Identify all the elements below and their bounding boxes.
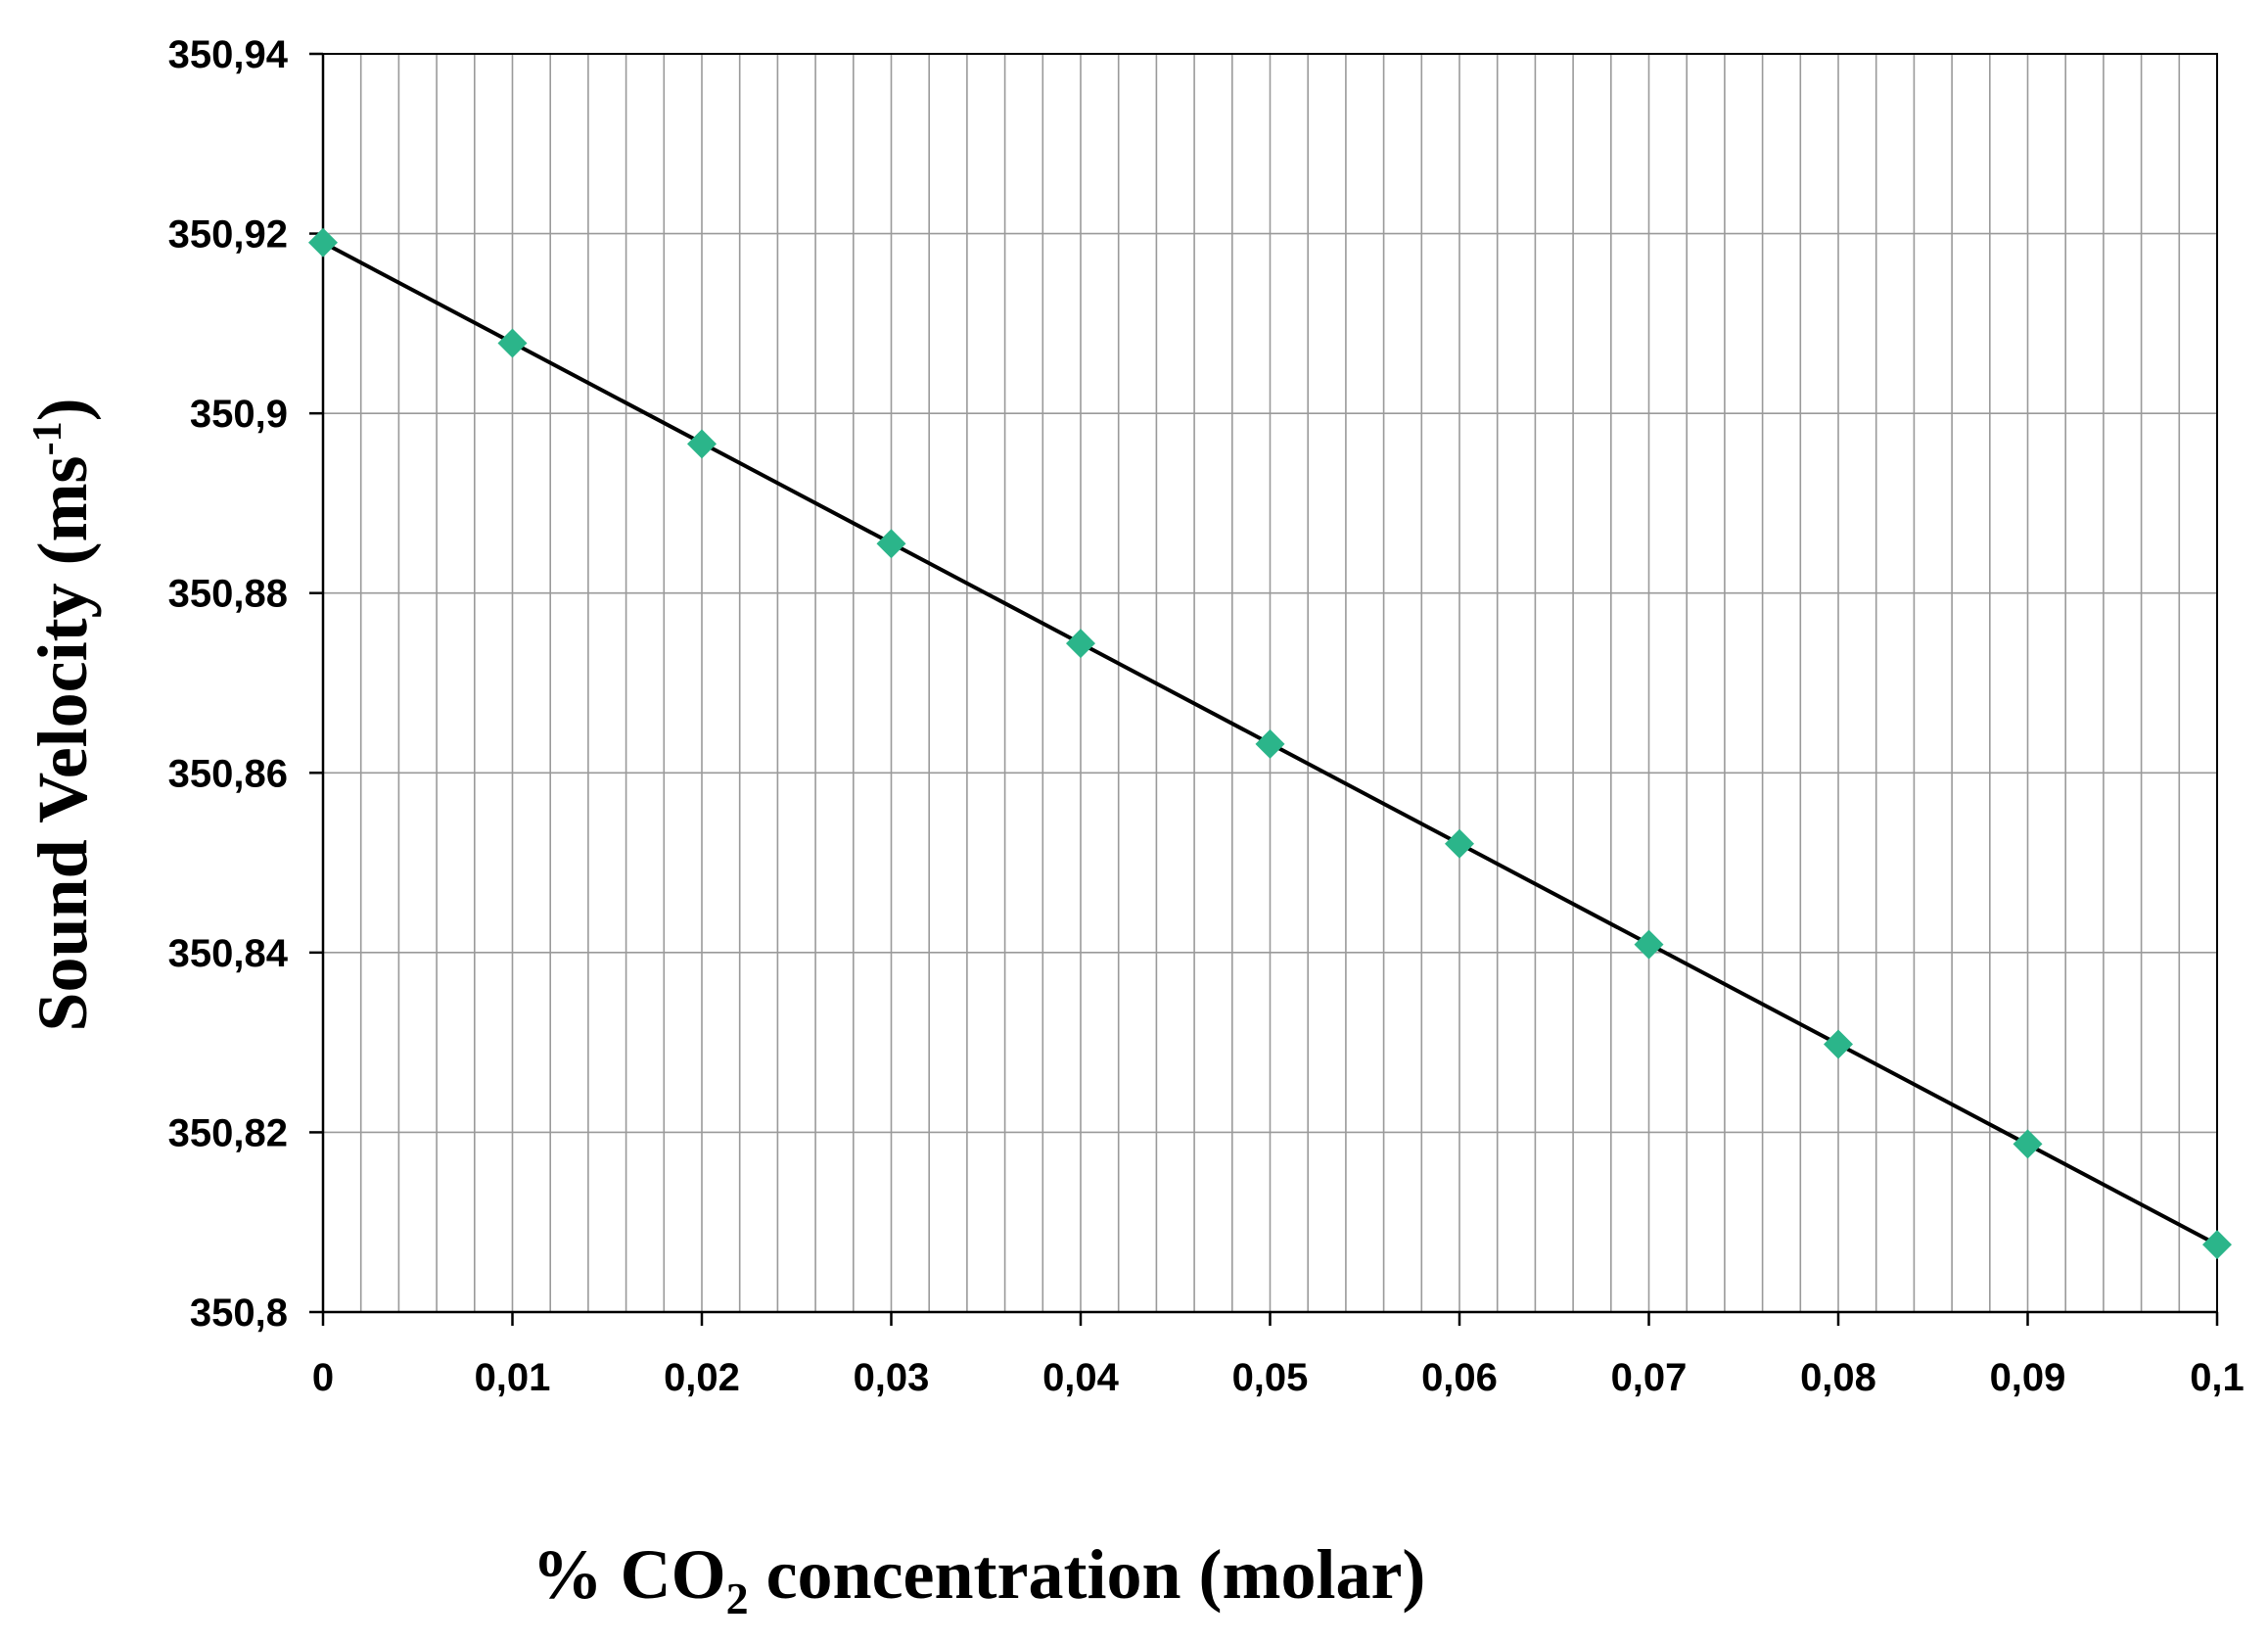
data-point — [308, 227, 338, 258]
y-tick-label: 350,88 — [168, 573, 288, 616]
data-point — [1255, 728, 1285, 759]
x-tick-label: 0,05 — [1232, 1356, 1309, 1399]
y-tick-label: 350,82 — [168, 1111, 288, 1154]
x-axis-title: % CO2 concentration (molar) — [532, 1535, 1426, 1623]
data-point — [1066, 629, 1095, 659]
x-tick-label: 0 — [312, 1356, 334, 1399]
data-point — [1634, 929, 1664, 960]
y-axis-title: Sound Velocity (ms-1) — [23, 398, 102, 1031]
data-point — [2013, 1129, 2043, 1159]
y-tick-label: 350,86 — [168, 752, 288, 795]
x-tick-label: 0,1 — [2190, 1356, 2245, 1399]
x-tick-label: 0,03 — [854, 1356, 930, 1399]
y-tick-label: 350,94 — [168, 33, 289, 76]
grid — [323, 54, 2217, 1312]
x-tick-label: 0,02 — [664, 1356, 740, 1399]
x-tick-labels: 0 0,01 0,02 0,03 0,04 0,05 0,06 0,07 0,08 0,09 0,1 — [312, 1356, 2245, 1399]
data-point — [687, 429, 717, 459]
x-tick-label: 0,04 — [1042, 1356, 1120, 1399]
data-point — [1824, 1029, 1853, 1059]
x-tick-label: 0,06 — [1421, 1356, 1498, 1399]
data-points — [308, 227, 2232, 1260]
data-point — [876, 529, 906, 559]
x-tick-label: 0,08 — [1800, 1356, 1876, 1399]
y-tick-labels: 350,8 350,82 350,84 350,86 350,88 350,9 350,92… — [168, 33, 289, 1335]
x-tick-label: 0,09 — [1990, 1356, 2066, 1399]
y-tick-label: 350,84 — [168, 932, 289, 975]
y-tick-label: 350,9 — [190, 393, 288, 436]
axes — [309, 52, 2219, 1326]
data-point — [497, 328, 528, 358]
y-tick-label: 350,8 — [190, 1291, 288, 1335]
data-point — [2202, 1230, 2232, 1260]
data-point — [1445, 828, 1474, 859]
y-tick-label: 350,92 — [168, 213, 288, 257]
x-tick-label: 0,07 — [1611, 1356, 1688, 1399]
x-tick-label: 0,01 — [475, 1356, 551, 1399]
